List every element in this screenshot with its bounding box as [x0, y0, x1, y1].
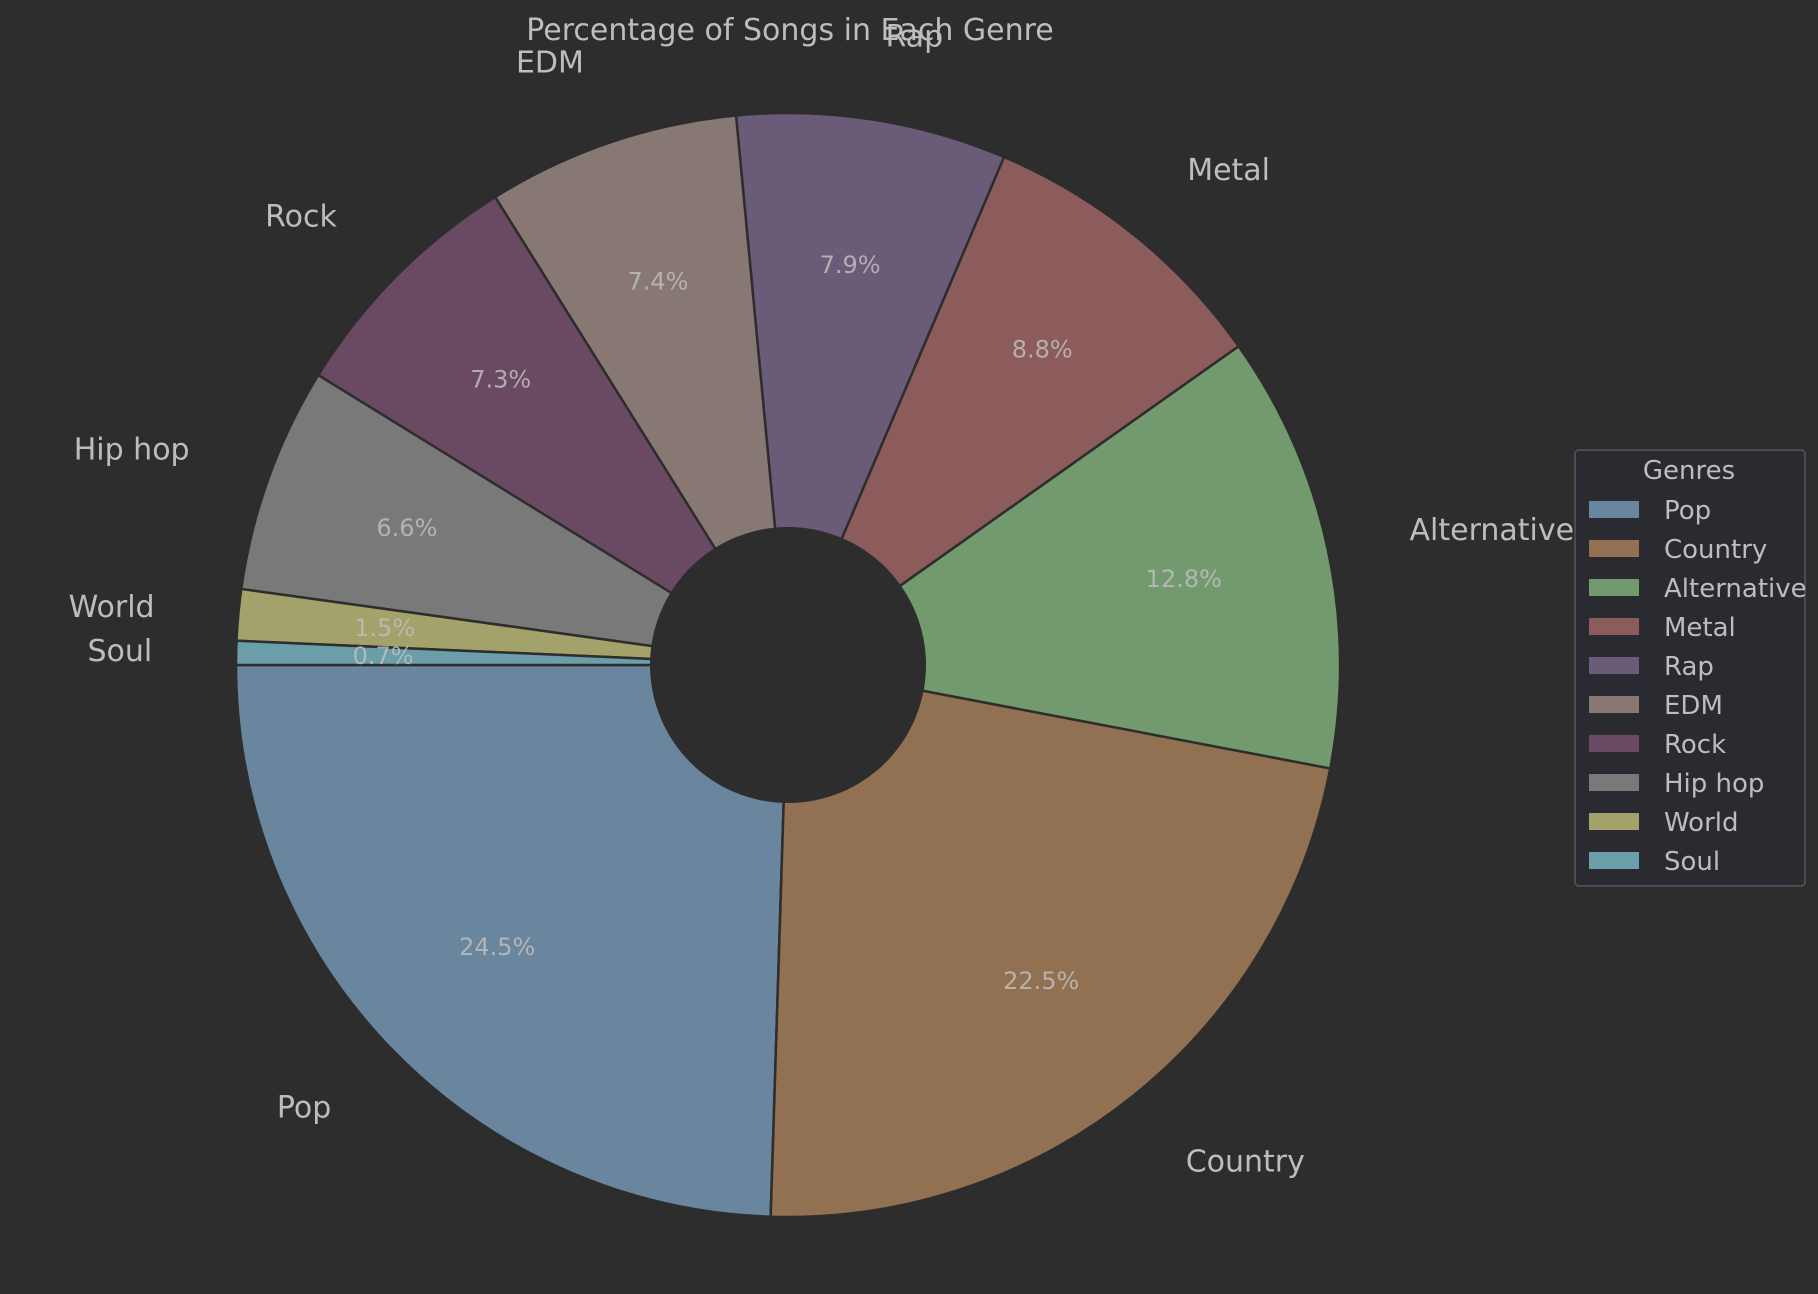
legend-swatch-edm [1589, 696, 1639, 713]
slice-alternative [786, 344, 1342, 770]
pct-label-hip-hop: 6.6% [376, 514, 437, 542]
slice-soul [234, 639, 790, 667]
legend-entries: Pop Country Alternative Metal Rap EDM Rock Hip … [1589, 496, 1807, 877]
legend-label-world: World [1664, 808, 1739, 838]
slice-edm [493, 114, 790, 667]
pct-label-metal: 8.8% [1012, 336, 1073, 364]
slice-label-rock: Rock [265, 200, 337, 235]
legend-label-alternative: Alternative [1664, 574, 1807, 604]
legend-swatch-soul [1589, 852, 1639, 869]
pct-label-soul: 0.7% [353, 642, 414, 670]
legend-swatch-pop [1589, 501, 1639, 518]
pct-label-pop: 24.5% [459, 933, 535, 961]
legend-label-soul: Soul [1664, 847, 1720, 877]
pct-label-rap: 7.9% [820, 251, 881, 279]
legend-swatch-country [1589, 540, 1639, 557]
slice-labels: Pop Country Alternative Metal Rap EDM Rock Hip … [69, 20, 1574, 1180]
pie-slices [234, 111, 1342, 1219]
slice-label-hip-hop: Hip hop [74, 433, 190, 468]
slice-hip-hop [240, 373, 790, 667]
chart-title: Percentage of Songs in Each Genre [526, 13, 1054, 48]
pct-label-alternative: 12.8% [1146, 565, 1222, 593]
legend-swatch-rap [1589, 657, 1639, 674]
legend-label-metal: Metal [1664, 613, 1736, 643]
slice-label-soul: Soul [87, 634, 152, 669]
legend-label-edm: EDM [1664, 691, 1723, 721]
slice-label-metal: Metal [1187, 153, 1270, 188]
legend-swatch-metal [1589, 618, 1639, 635]
pct-label-country: 22.5% [1003, 967, 1079, 995]
slice-rap [734, 111, 1006, 667]
legend-title: Genres [1643, 456, 1735, 486]
slice-country [769, 663, 1332, 1219]
legend-label-pop: Pop [1664, 496, 1711, 526]
slice-label-world: World [69, 590, 155, 625]
slice-label-pop: Pop [277, 1091, 331, 1126]
slice-label-rap: Rap [886, 20, 944, 55]
legend-label-country: Country [1664, 535, 1767, 565]
donut-hole [650, 527, 926, 803]
percent-labels: 24.5% 22.5% 12.8% 8.8% 7.9% 7.4% 7.3% 6.6% 1.5%0… [353, 251, 1222, 995]
legend-swatch-hip-hop [1589, 774, 1639, 791]
pct-label-world: 1.5% [354, 614, 415, 642]
slice-pop [234, 663, 790, 1218]
pct-label-rock: 7.3% [470, 366, 531, 394]
legend-swatch-world [1589, 813, 1639, 830]
slice-label-edm: EDM [516, 46, 584, 81]
slice-label-alternative: Alternative [1410, 513, 1575, 548]
slice-metal [786, 155, 1240, 667]
legend-swatch-rock [1589, 735, 1639, 752]
pct-label-edm: 7.4% [628, 267, 689, 295]
legend-label-rock: Rock [1664, 730, 1726, 760]
slice-rock [317, 195, 790, 667]
slice-label-country: Country [1186, 1144, 1305, 1179]
legend: Genres Pop Country Alternative Metal Rap EDM R… [1574, 449, 1807, 887]
legend-label-rap: Rap [1664, 652, 1714, 682]
legend-label-hip-hop: Hip hop [1664, 769, 1764, 799]
legend-swatch-alternative [1589, 579, 1639, 596]
